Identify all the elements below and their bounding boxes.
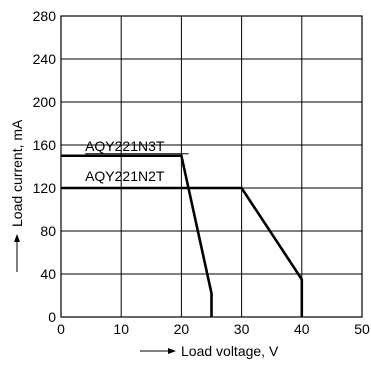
- series-label-aqy221n2t: AQY221N2T: [85, 168, 165, 184]
- x-tick-label: 50: [354, 321, 370, 337]
- x-axis-label: Load voltage, V: [181, 343, 279, 359]
- y-tick-label: 40: [40, 266, 56, 282]
- x-tick-label: 20: [174, 321, 190, 337]
- x-tick-label: 40: [294, 321, 310, 337]
- y-tick-label: 0: [48, 309, 56, 325]
- series-line-aqy221n2t: [61, 186, 304, 317]
- series-layer: [61, 154, 304, 317]
- y-tick-label: 120: [33, 180, 57, 196]
- tick-labels: 0 10 20 30 40 50 0 40 80 120 160 200 240 280: [33, 8, 370, 337]
- y-axis-label: Load current, mA: [9, 119, 25, 227]
- y-tick-label: 240: [33, 51, 57, 67]
- y-axis-title: Load current, mA: [9, 119, 25, 272]
- x-axis-arrow-head: [168, 348, 176, 354]
- y-tick-label: 80: [40, 223, 56, 239]
- plot-frame: [60, 15, 363, 318]
- series-line-aqy221n3t: [61, 154, 213, 317]
- y-tick-label: 200: [33, 94, 57, 110]
- x-tick-label: 30: [234, 321, 250, 337]
- y-axis-arrow-head: [14, 234, 20, 242]
- grid: [61, 16, 362, 317]
- y-tick-label: 280: [33, 8, 57, 24]
- x-tick-label: 0: [57, 321, 65, 337]
- y-tick-label: 160: [33, 137, 57, 153]
- x-axis-title: Load voltage, V: [140, 343, 279, 359]
- series-label-aqy221n3t: AQY221N3T: [85, 138, 165, 154]
- x-tick-label: 10: [113, 321, 129, 337]
